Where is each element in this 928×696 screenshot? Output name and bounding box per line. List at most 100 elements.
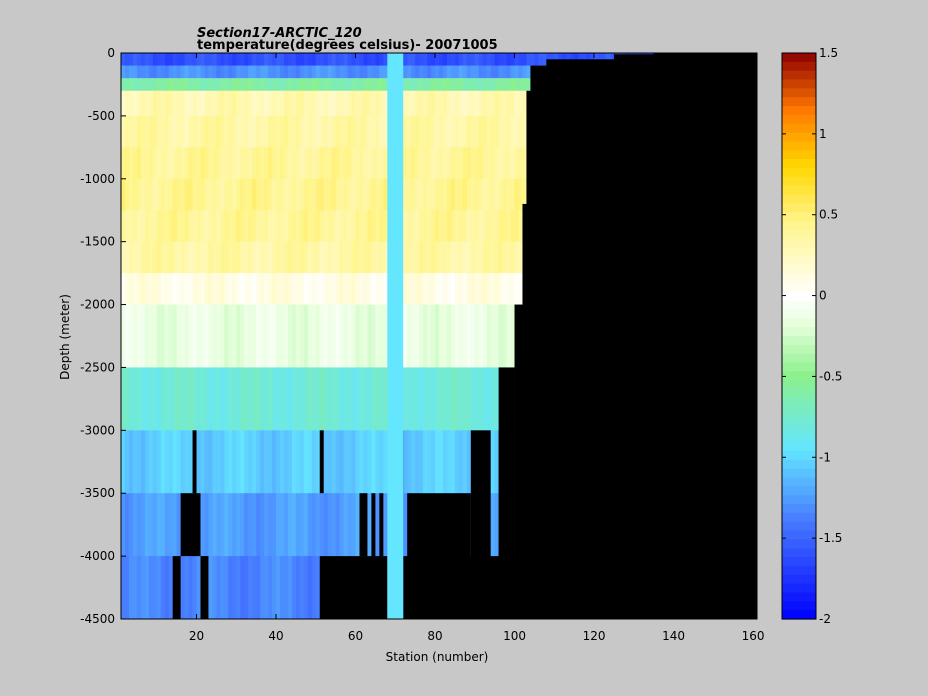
heatmap-cell (248, 556, 253, 619)
heatmap-cell (140, 147, 146, 180)
heatmap-cell (172, 367, 178, 431)
heatmap-cell (490, 147, 496, 180)
heatmap-cell (355, 241, 361, 274)
heatmap-cell (355, 210, 361, 243)
heatmap-cell (176, 90, 182, 117)
heatmap-cell (212, 115, 217, 148)
heatmap-cell (184, 178, 190, 211)
heatmap-cell (331, 430, 337, 494)
heatmap-cell (272, 210, 277, 243)
heatmap-cell (474, 304, 480, 369)
heatmap-cell (482, 273, 488, 306)
heatmap-cell (383, 147, 388, 180)
heatmap-cell (252, 210, 257, 243)
heatmap-cell (291, 241, 297, 274)
heatmap-cell (152, 53, 158, 67)
heatmap-cell (403, 90, 408, 117)
heatmap-cell (431, 210, 436, 243)
heatmap-cell (299, 556, 305, 619)
heatmap-cell (431, 430, 436, 494)
heatmap-cell (168, 367, 174, 431)
heatmap-cell (291, 90, 297, 117)
heatmap-cell (212, 65, 217, 79)
colorbar-segment (782, 406, 816, 417)
heatmap-cell (180, 273, 186, 306)
heatmap-cell (335, 430, 341, 494)
heatmap-cell (379, 90, 384, 117)
heatmap-cell (510, 90, 516, 117)
heatmap-cell (192, 304, 198, 369)
heatmap-cell (196, 556, 202, 619)
heatmap-cell (208, 90, 214, 117)
colorbar-segment (782, 592, 816, 602)
heatmap-cell (303, 493, 309, 557)
heatmap-cell (339, 210, 345, 243)
heatmap-cell (355, 90, 361, 117)
heatmap-cell (359, 430, 365, 494)
heatmap-cell (486, 78, 492, 92)
heatmap-cell (204, 493, 210, 557)
heatmap-cell (152, 78, 158, 92)
heatmap-cell (415, 90, 420, 117)
heatmap-cell (124, 430, 130, 494)
heatmap-cell (232, 65, 237, 79)
heatmap-cell (446, 178, 452, 211)
heatmap-cell (164, 90, 170, 117)
heatmap-cell (299, 304, 305, 369)
heatmap-cell (419, 241, 424, 274)
heatmap-cell (204, 210, 210, 243)
heatmap-cell (216, 53, 221, 67)
heatmap-cell (132, 367, 138, 431)
heatmap-cell (411, 273, 416, 306)
heatmap-cell (478, 115, 484, 148)
heatmap-cell (482, 210, 488, 243)
heatmap-cell (156, 304, 162, 369)
heatmap-cell (419, 53, 424, 67)
heatmap-cell (216, 78, 221, 92)
heatmap-cell (431, 273, 436, 306)
heatmap-cell (446, 210, 452, 243)
heatmap-cell (518, 210, 524, 243)
heatmap-cell (383, 90, 388, 117)
y-tick-label: 0 (107, 46, 115, 60)
heatmap-cell (268, 556, 273, 619)
heatmap-cell (272, 556, 277, 619)
heatmap-cell (315, 241, 321, 274)
heatmap-cell (486, 90, 492, 117)
heatmap-cell (486, 65, 492, 79)
heatmap-cell (256, 78, 261, 92)
heatmap-cell (307, 367, 313, 431)
heatmap-cell (355, 65, 361, 79)
colorbar-segment (782, 159, 816, 169)
heatmap-cell (196, 210, 202, 243)
heatmap-cell (283, 78, 289, 92)
heatmap-cell (144, 430, 150, 494)
heatmap-cell (244, 178, 249, 211)
heatmap-cell (311, 556, 317, 619)
heatmap-cell (280, 430, 285, 494)
heatmap-cell (359, 65, 365, 79)
heatmap-cell (478, 90, 484, 117)
heatmap-cell (244, 115, 249, 148)
heatmap-cell (494, 115, 500, 148)
heatmap-cell (192, 210, 198, 243)
heatmap-cell (260, 115, 265, 148)
heatmap-cell (299, 115, 305, 148)
heatmap-cell (160, 556, 166, 619)
heatmap-cell (367, 78, 373, 92)
heatmap-cell (283, 367, 289, 431)
heatmap-cell (208, 115, 214, 148)
heatmap-cell (180, 430, 186, 494)
no-data-region (514, 304, 523, 619)
heatmap-cell (339, 430, 345, 494)
heatmap-cell (128, 367, 134, 431)
colorbar-segment (782, 389, 816, 399)
heatmap-cell (276, 147, 281, 180)
heatmap-cell (252, 241, 257, 274)
heatmap-cell (466, 210, 472, 243)
colorbar-segment (782, 565, 816, 576)
heatmap-cell (407, 115, 412, 148)
heatmap-cell (232, 556, 237, 619)
heatmap-cell (478, 273, 484, 306)
heatmap-cell (375, 178, 380, 211)
